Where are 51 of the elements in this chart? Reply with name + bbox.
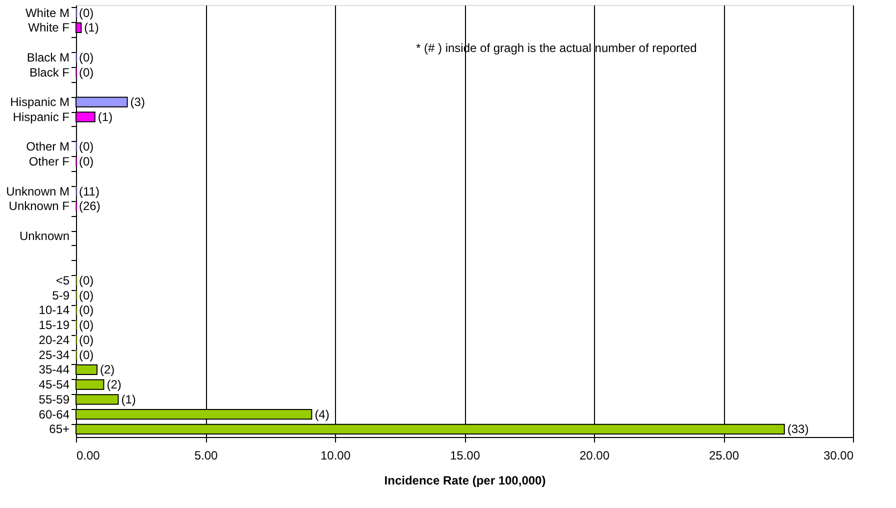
y-tick-label: Unknown F <box>8 199 70 214</box>
annotation: (1) <box>98 110 113 124</box>
x-tick-label: 25.00 <box>708 448 740 462</box>
annotation: (3) <box>130 95 145 110</box>
y-tick-label: <5 <box>56 273 70 288</box>
y-tick-label: 65+ <box>49 422 70 436</box>
y-tick-label: 15-19 <box>38 318 70 332</box>
annotation: (0) <box>79 154 94 169</box>
annotation: (26) <box>79 199 100 214</box>
y-tick-label: 25-34 <box>38 348 70 362</box>
x-tick-label: 10.00 <box>320 448 351 462</box>
y-tick-label: 35-44 <box>38 362 70 377</box>
annotation: (1) <box>121 392 136 406</box>
annotation: (0) <box>79 303 94 318</box>
annotation: (0) <box>79 6 94 20</box>
y-tick-label: Hispanic M <box>10 95 70 110</box>
annotation: (0) <box>79 50 94 64</box>
annotation: (0) <box>79 288 94 302</box>
annotation: (1) <box>84 20 99 35</box>
y-tick-label: Black M <box>26 50 70 64</box>
y-tick-label: White F <box>28 20 70 35</box>
annotation: (0) <box>79 140 94 154</box>
y-tick-label: Unknown M <box>6 184 70 198</box>
y-tick-label: 45-54 <box>38 378 70 392</box>
y-tick-label: White M <box>25 6 70 20</box>
y-tick-label: 10-14 <box>38 303 70 318</box>
x-tick-label: 30.00 <box>823 448 854 462</box>
y-tick-label: 60-64 <box>38 407 70 422</box>
annotation: (0) <box>79 65 94 80</box>
annotation: (0) <box>79 348 94 362</box>
annotation: (4) <box>314 407 330 422</box>
annotation: (11) <box>79 184 100 198</box>
y-tick-label: Unknown <box>19 228 70 243</box>
annotation: (0) <box>79 332 94 347</box>
y-tick-label: 55-59 <box>38 392 70 406</box>
y-tick-label: Other F <box>28 154 70 169</box>
annotation: (33) <box>787 422 809 436</box>
x-axis-title: Incidence Rate (per 100,000) <box>384 474 546 488</box>
x-tick-label: 15.00 <box>450 448 480 462</box>
y-tick-label: Other M <box>26 140 70 154</box>
annotation: (0) <box>79 318 94 332</box>
y-tick-label: 5-9 <box>52 288 70 302</box>
y-tick-label: 20-24 <box>38 332 70 347</box>
annotation: (0) <box>79 273 94 288</box>
y-tick-label: Hispanic F <box>12 110 70 124</box>
y-tick-label: Black F <box>29 65 70 80</box>
x-tick-label: 0.00 <box>76 448 100 462</box>
annotation: (2) <box>106 378 122 392</box>
x-tick-label: 5.00 <box>194 448 218 462</box>
x-tick-label: 20.00 <box>579 448 610 462</box>
annotation: (2) <box>100 362 115 377</box>
